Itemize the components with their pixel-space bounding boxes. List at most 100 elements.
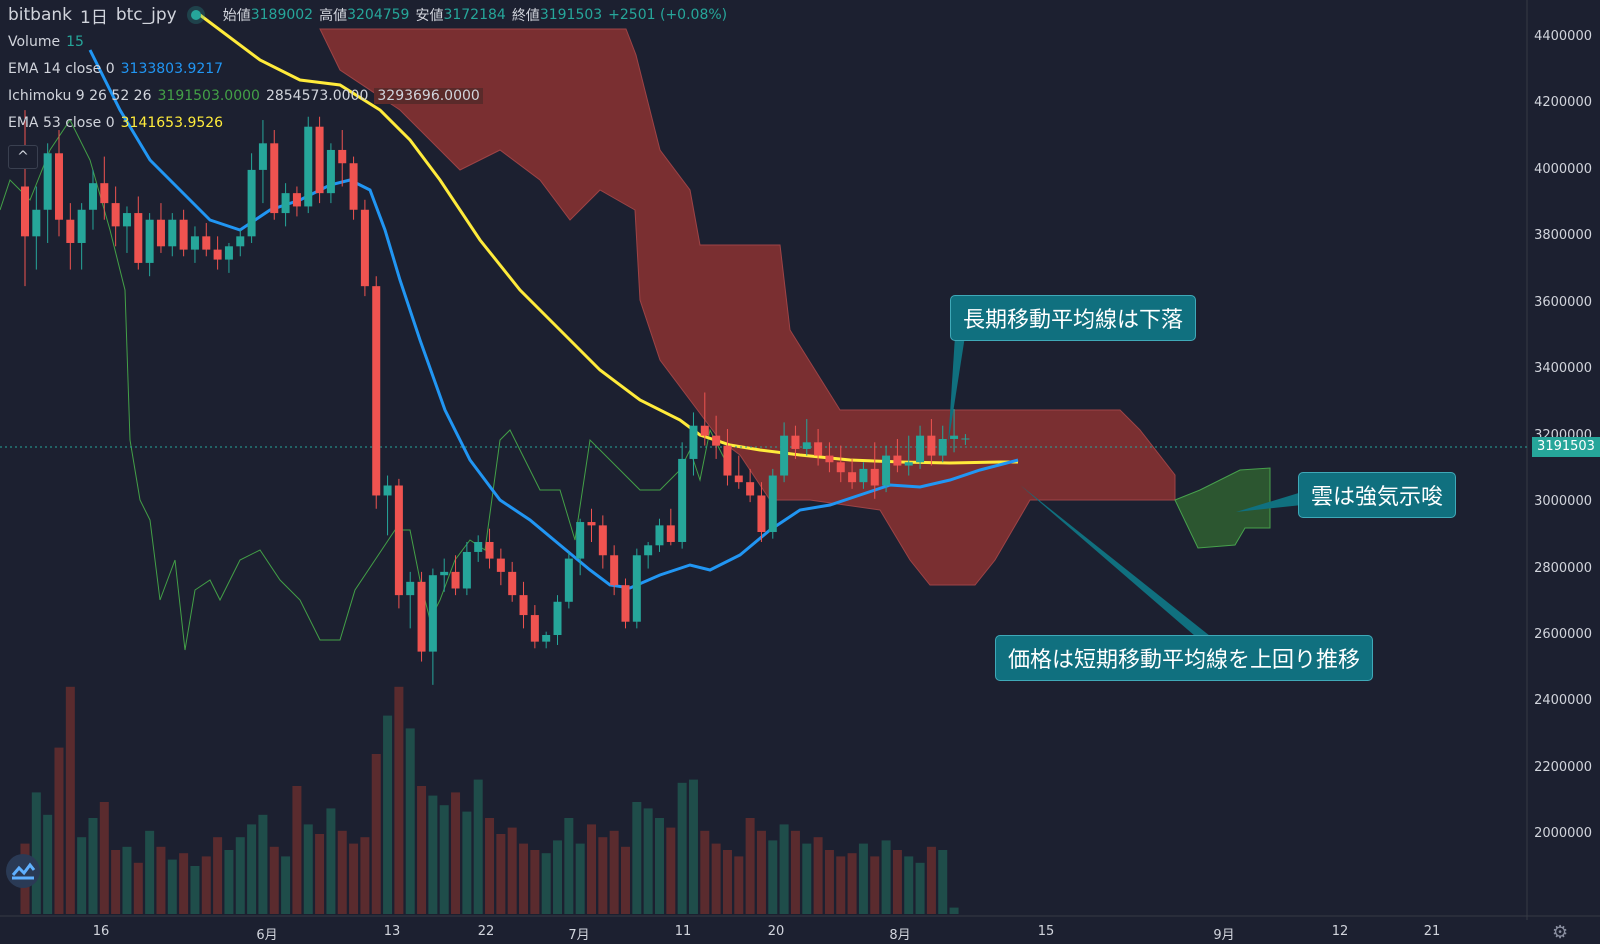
volume-bar — [813, 837, 823, 914]
candle-body — [304, 126, 313, 207]
candle-body — [519, 595, 528, 616]
volume-bar — [938, 850, 948, 914]
candle-body — [916, 435, 925, 463]
time-axis-tick: 8月 — [889, 928, 911, 943]
price-axis-tick: 2400000 — [1534, 693, 1592, 709]
candle-body — [122, 213, 131, 227]
time-axis-tick: 13 — [383, 924, 401, 939]
exchange-name[interactable]: bitbank — [8, 5, 73, 25]
candle-body — [77, 209, 86, 243]
symbol-header: bitbank 1日 btc_jpy 始値 3189002 高値 3204759… — [0, 0, 727, 30]
volume-bar — [439, 805, 449, 914]
volume-bar — [654, 818, 664, 914]
volume-bar — [349, 843, 359, 914]
candle-body — [882, 455, 891, 486]
tradingview-logo-icon[interactable] — [6, 854, 40, 888]
chikou-span-line — [0, 119, 731, 651]
ema14-line — [88, 49, 1019, 590]
candle-body — [474, 541, 483, 552]
candle-body — [54, 153, 63, 220]
volume-bar — [677, 782, 687, 914]
time-axis-tick: 6月 — [256, 928, 278, 943]
price-axis-tick: 4200000 — [1534, 95, 1592, 111]
candle-body — [406, 581, 415, 596]
candle-body — [859, 468, 868, 483]
legend-collapse-button[interactable]: ^ — [8, 145, 38, 169]
candle-body — [338, 149, 347, 164]
candle-body — [712, 435, 721, 446]
volume-bar — [111, 850, 121, 914]
candle-body — [326, 149, 335, 194]
settings-gear-icon[interactable]: ⚙ — [1552, 922, 1569, 943]
high-value: 3204759 — [347, 7, 410, 23]
candle-body — [21, 186, 29, 237]
time-axis-tick: 20 — [767, 924, 785, 939]
ema53-legend[interactable]: EMA 53 close 0 3141653.9526 — [8, 115, 229, 131]
volume-bar — [915, 862, 925, 914]
volume-bar — [824, 850, 834, 914]
volume-bar — [496, 834, 506, 914]
volume-bar — [881, 840, 891, 914]
volume-bar — [65, 686, 75, 914]
ichimoku-legend[interactable]: Ichimoku 9 26 52 26 3191503.0000 2854573.0… — [8, 88, 489, 104]
open-value: 3189002 — [250, 7, 314, 23]
volume-bar — [201, 856, 211, 914]
candle-body — [508, 571, 517, 596]
symbol-name[interactable]: btc_jpy — [115, 5, 177, 25]
candle-body — [938, 438, 947, 456]
candle-body — [802, 442, 811, 449]
volume-bar — [688, 779, 698, 914]
candle-body — [961, 438, 970, 440]
candle-body — [655, 525, 664, 546]
candle-body — [666, 525, 675, 542]
candle-body — [451, 571, 460, 589]
volume-bar — [43, 814, 53, 914]
volume-bar — [700, 830, 710, 914]
volume-bar — [122, 846, 132, 914]
high-label: 高値 — [319, 8, 348, 24]
candle-body — [349, 163, 358, 210]
candle-body — [190, 236, 199, 250]
candle-body — [621, 585, 630, 622]
volume-bar — [371, 754, 381, 914]
interval-label[interactable]: 1日 — [80, 7, 108, 28]
volume-bar — [892, 850, 902, 914]
price-axis-tick: 4000000 — [1534, 161, 1592, 177]
price-axis-tick: 4400000 — [1534, 29, 1592, 44]
volume-bar — [145, 830, 155, 914]
ema14-legend[interactable]: EMA 14 close 0 3133803.9217 — [8, 61, 229, 77]
volume-bar — [734, 856, 744, 914]
volume-bar — [643, 808, 653, 914]
volume-bar — [88, 818, 98, 914]
ema14-value: 3133803.9217 — [120, 61, 224, 77]
volume-bar — [609, 830, 619, 914]
volume-bar — [847, 853, 857, 914]
candle-body — [281, 193, 290, 214]
volume-bar — [711, 843, 721, 914]
volume-bar — [167, 859, 177, 914]
candle-body — [462, 551, 471, 589]
volume-bar — [756, 830, 766, 914]
candle-body — [780, 435, 789, 476]
volume-bar — [802, 843, 812, 914]
volume-legend[interactable]: Volume 15 — [8, 34, 90, 50]
volume-bar — [213, 837, 223, 914]
candle-body — [134, 213, 143, 263]
candle-body — [587, 522, 596, 526]
volume-bar — [575, 843, 585, 914]
candle-body — [598, 525, 607, 556]
volume-bar — [315, 834, 325, 914]
change-value: +2501 (+0.08%) — [608, 7, 728, 23]
time-axis-tick: 11 — [674, 924, 692, 939]
price-axis-tick: 2800000 — [1534, 560, 1592, 576]
candle-body — [689, 425, 698, 459]
candle-body — [258, 143, 267, 170]
candle-body — [383, 485, 392, 496]
candle-body — [814, 442, 823, 456]
volume-bar — [779, 824, 789, 914]
volume-bar — [598, 837, 608, 914]
candle-body — [224, 246, 233, 260]
candle-body — [440, 571, 449, 576]
volume-bar — [133, 862, 143, 914]
